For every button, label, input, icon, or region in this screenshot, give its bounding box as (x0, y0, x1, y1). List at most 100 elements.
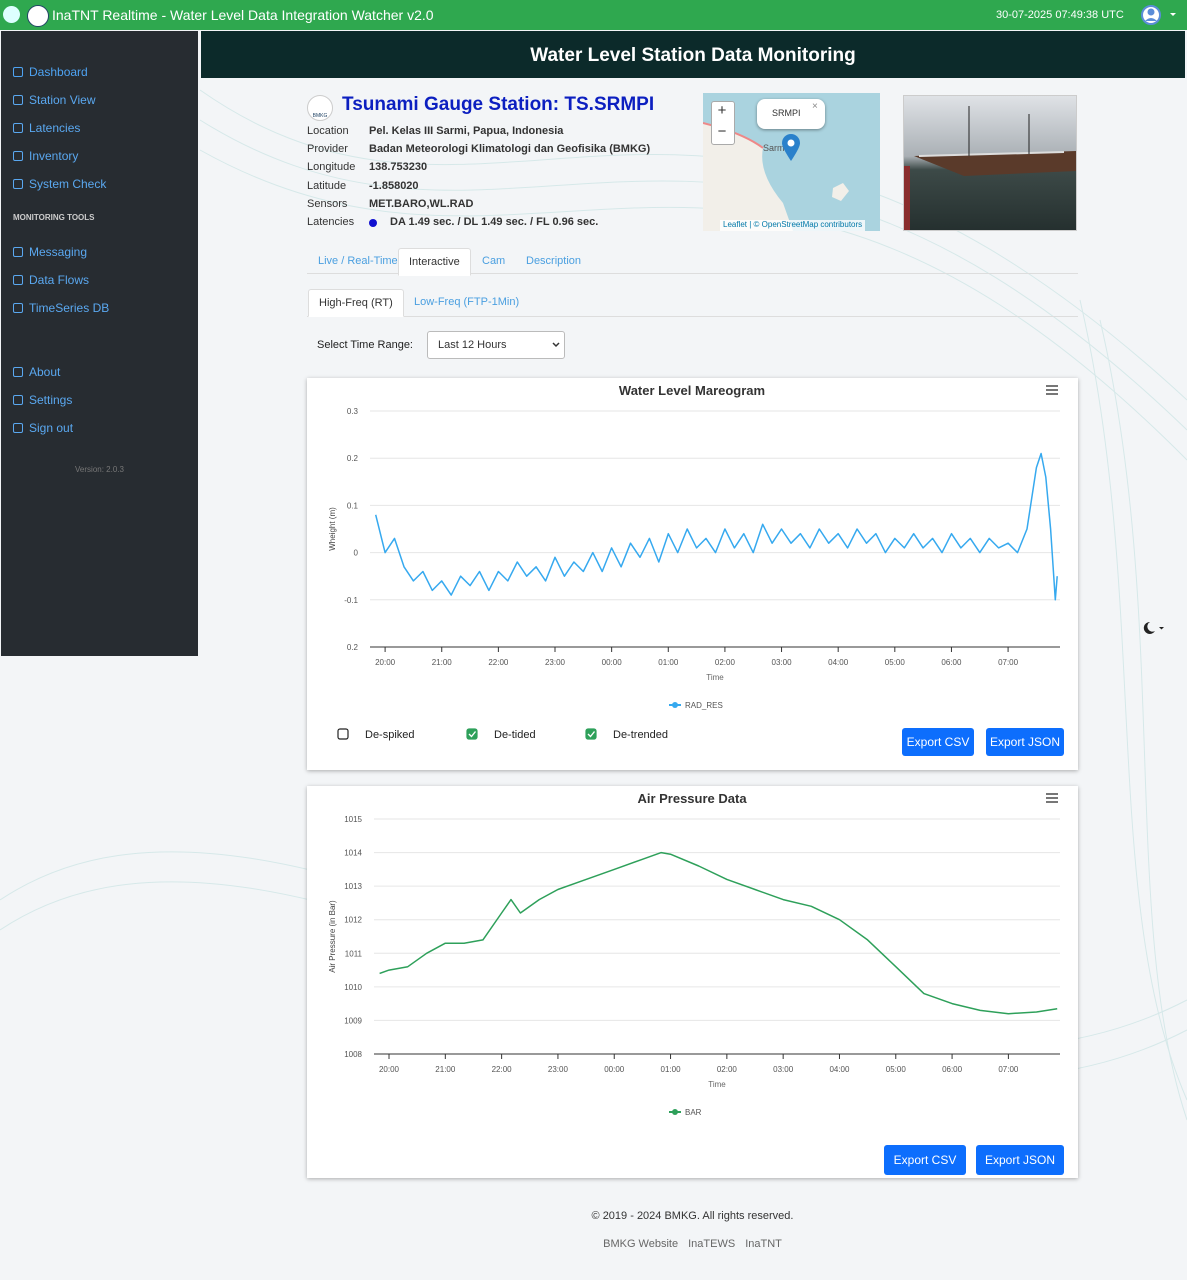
checkbox-label: De-trended (613, 729, 668, 741)
range-label: Select Time Range: (317, 339, 413, 351)
station-name: Tsunami Gauge Station: TS.SRMPI (342, 94, 655, 115)
nav-icon (13, 423, 23, 433)
nav-item[interactable]: Messaging (29, 245, 88, 259)
checkbox[interactable] (337, 728, 349, 740)
user-menu[interactable] (1140, 4, 1182, 26)
x-tick-label: 07:00 (998, 1065, 1019, 1074)
footer-links: BMKG Website InaTEWS InaTNT (0, 1238, 1187, 1250)
footer-link[interactable]: InaTEWS (688, 1238, 736, 1250)
checkbox-label: De-spiked (365, 729, 415, 741)
export-button[interactable]: Export CSV (884, 1145, 966, 1175)
range-value: Last 12 Hours (438, 339, 507, 351)
y-axis-title: Air Pressure (in Bar) (328, 900, 337, 973)
field-value: MET.BARO,WL.RAD (369, 197, 474, 210)
nav-icon (13, 367, 23, 377)
export-button[interactable]: Export CSV (902, 728, 974, 756)
top-bar: InaTNT Realtime - Water Level Data Integ… (0, 0, 1187, 30)
field-value: DA 1.49 sec. / DL 1.49 sec. / FL 0.96 se… (390, 216, 599, 228)
sidebar: Dashboard Station View Latencies Inventory S… (1, 31, 198, 656)
data-line (379, 851, 1058, 1015)
cam-snapshot (903, 95, 1077, 231)
field-value: Badan Meteorologi Klimatologi dan Geofis… (369, 143, 651, 156)
x-tick-label: 04:00 (828, 658, 849, 667)
checkbox[interactable] (585, 728, 597, 740)
x-tick-label: 22:00 (492, 1065, 513, 1074)
export-button[interactable]: Export JSON (976, 1145, 1064, 1175)
x-tick-label: 03:00 (772, 658, 793, 667)
y-tick-label: 0.1 (347, 501, 359, 510)
map[interactable]: + − SRMPI × Sarmi Leaflet | © OpenStreet… (703, 93, 880, 231)
chart-menu[interactable] (1046, 793, 1058, 803)
nav-item[interactable]: Station View (29, 93, 96, 107)
legend-marker (672, 1109, 678, 1115)
chart: Air Pressure Data 1008 1009 1010 1011 1012 101… (328, 791, 1060, 1117)
footer-link[interactable]: InaTNT (745, 1238, 782, 1250)
field-label: Sensors (307, 197, 348, 210)
nav-item[interactable]: Latencies (29, 121, 81, 135)
export-button[interactable]: Export JSON (986, 728, 1064, 756)
nav-item[interactable]: Data Flows (29, 273, 90, 287)
nav-icon (13, 395, 23, 405)
field-label: Latencies (307, 216, 355, 228)
tab[interactable]: Interactive (398, 248, 471, 276)
zoom-in[interactable]: + (717, 102, 727, 119)
x-tick-label: 00:00 (602, 658, 623, 667)
nav-item[interactable]: Dashboard (29, 65, 88, 79)
datetime: 30-07-2025 07:49:38 UTC (996, 9, 1124, 21)
chart: Water Level Mareogram 0.2 -0.1 0 0.1 0.2 0.3 20… (328, 383, 1060, 741)
x-tick-label: 05:00 (885, 658, 906, 667)
map-marker[interactable] (781, 133, 801, 163)
nav-icon (13, 303, 23, 313)
nav-item[interactable]: TimeSeries DB (29, 301, 110, 315)
chart-card: Air Pressure Data 1008 1009 1010 1011 1012 101… (307, 786, 1078, 1178)
chart-title: Water Level Mareogram (619, 383, 765, 398)
theme-toggle[interactable] (1142, 620, 1166, 636)
tab[interactable]: Cam (482, 255, 506, 267)
y-axis-title: Wheight (m) (328, 507, 337, 551)
x-tick-label: 02:00 (715, 658, 736, 667)
y-tick-label: 1008 (344, 1050, 362, 1059)
x-tick-label: 03:00 (773, 1065, 794, 1074)
nav-item[interactable]: Sign out (29, 421, 74, 435)
chart-menu[interactable] (1046, 385, 1058, 395)
popup-close[interactable]: × (812, 101, 818, 112)
nav-item[interactable]: System Check (29, 177, 107, 191)
nav-item[interactable]: Settings (29, 393, 73, 407)
legend-label: RAD_RES (685, 701, 723, 710)
place-label: Sarmi (763, 143, 787, 153)
footer-link[interactable]: BMKG Website (603, 1238, 679, 1250)
x-tick-label: 23:00 (548, 1065, 569, 1074)
range-select[interactable]: Last 12 Hours (427, 331, 565, 359)
x-tick-label: 21:00 (432, 658, 453, 667)
field-value: -1.858020 (369, 179, 419, 192)
checkbox-box (466, 728, 478, 740)
nav-icon (13, 151, 23, 161)
x-axis-title: Time (708, 1080, 726, 1089)
field-label: Latitude (307, 179, 347, 192)
zoom-out[interactable]: − (717, 123, 727, 140)
field-label: Location (307, 125, 349, 137)
field-label: Provider (307, 143, 348, 156)
app-title: InaTNT Realtime - Water Level Data Integ… (52, 7, 434, 23)
subtab[interactable]: Low-Freq (FTP-1Min) (414, 296, 520, 308)
nav-item[interactable]: Inventory (29, 149, 79, 163)
y-tick-label: 0 (354, 549, 359, 558)
subtab[interactable]: High-Freq (RT) (308, 289, 404, 317)
x-tick-label: 22:00 (488, 658, 509, 667)
x-tick-label: 01:00 (658, 658, 679, 667)
map-attribution: Leaflet | © OpenStreetMap contributors (720, 220, 866, 231)
popup-label: SRMPI (772, 108, 801, 118)
subtabs-border (307, 316, 1078, 317)
nav-item[interactable]: About (29, 365, 61, 379)
y-tick-label: 0.2 (347, 643, 359, 652)
x-tick-label: 00:00 (604, 1065, 625, 1074)
checkbox[interactable] (466, 728, 478, 740)
checkbox-label: De-tided (494, 729, 536, 741)
nav-icon (13, 67, 23, 77)
x-tick-label: 20:00 (375, 658, 396, 667)
tab[interactable]: Description (526, 255, 582, 267)
tab[interactable]: Live / Real-Time (318, 255, 398, 267)
check-mark (468, 731, 477, 738)
x-tick-label: 05:00 (886, 1065, 907, 1074)
y-tick-label: 1012 (344, 916, 362, 925)
